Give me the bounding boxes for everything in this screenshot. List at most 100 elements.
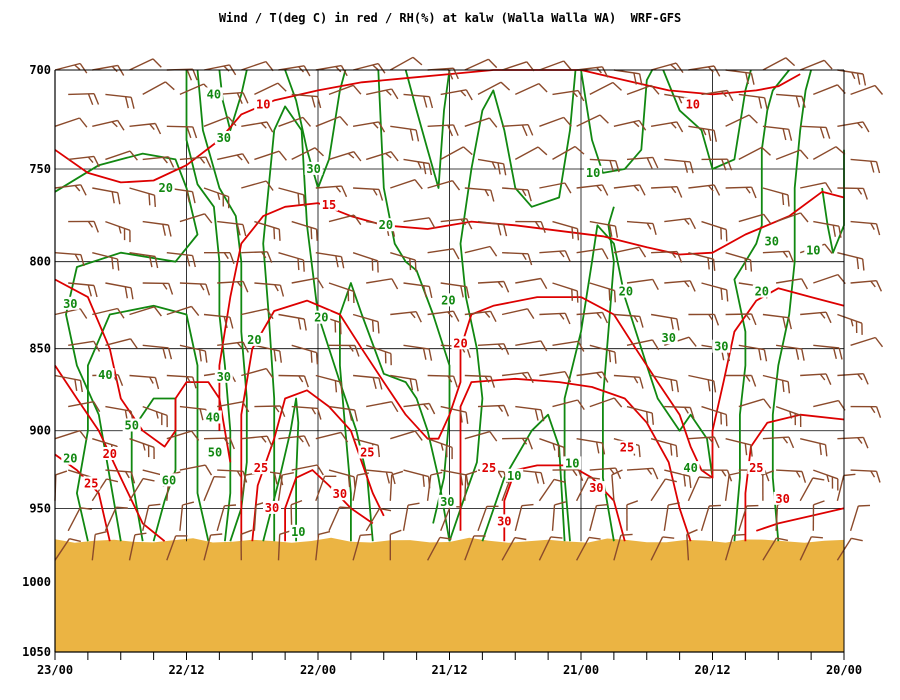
wind-barb xyxy=(328,469,356,489)
wind-barb-feather xyxy=(856,122,863,129)
wind-barb-feather xyxy=(503,224,508,237)
label-text: 25 xyxy=(482,461,496,475)
wind-barb-shaft xyxy=(837,373,864,377)
wind-barb-shaft xyxy=(725,69,752,74)
wind-barb xyxy=(142,220,172,237)
wind-barb-shaft xyxy=(278,374,305,377)
wind-barb xyxy=(464,470,478,501)
wind-barb-feather xyxy=(192,376,197,389)
wind-barb-feather xyxy=(422,348,427,360)
wind-barb xyxy=(366,88,399,100)
wind-barb-shaft xyxy=(776,93,803,98)
wind-barb-shaft xyxy=(365,508,381,532)
wind-barb-feather xyxy=(613,290,616,303)
wind-barb-feather xyxy=(236,342,243,349)
wind-barb xyxy=(576,184,609,196)
wind-barb xyxy=(328,84,362,96)
wind-barb xyxy=(166,305,200,317)
wind-barb-shaft xyxy=(836,475,845,501)
wind-barb-feather xyxy=(577,469,584,481)
wind-barb-shaft xyxy=(701,220,727,231)
wind-barb-shaft xyxy=(92,307,118,316)
wind-barb xyxy=(686,529,698,561)
wind-barb-feather xyxy=(106,478,119,483)
wind-barb-feather xyxy=(843,473,856,477)
wind-barb xyxy=(850,336,884,348)
wind-barb-feather xyxy=(527,438,533,450)
rh-label: 40 xyxy=(204,87,223,101)
wind-barb-feather xyxy=(87,284,92,297)
wind-barb-feather xyxy=(409,311,416,319)
wind-barb-shaft xyxy=(68,401,94,408)
wind-barb xyxy=(813,344,843,360)
rh-label: 60 xyxy=(160,473,178,487)
wind-barb xyxy=(390,374,419,392)
wind-barb xyxy=(464,117,498,128)
label-text: 20 xyxy=(103,447,117,461)
wind-barb-feather xyxy=(811,536,823,539)
y-tick-label: 950 xyxy=(29,501,51,515)
wind-barb-shaft xyxy=(837,69,864,75)
wind-barb-shaft xyxy=(366,469,393,474)
label-background xyxy=(82,476,101,490)
wind-barb-feather xyxy=(707,185,714,192)
label-text: 25 xyxy=(749,461,763,475)
wind-barb-feather xyxy=(303,65,311,77)
wind-barb-feather xyxy=(626,500,639,506)
wind-barb-feather xyxy=(712,259,716,271)
wind-barb-shaft xyxy=(464,310,491,316)
wind-barb-feather xyxy=(335,186,342,193)
wind-barb xyxy=(203,313,234,329)
wind-barb-shaft xyxy=(389,474,393,501)
wind-barb xyxy=(403,282,433,299)
wind-barb xyxy=(688,125,717,142)
wind-barb-shaft xyxy=(626,339,653,346)
wind-barb-shaft xyxy=(352,62,379,71)
wind-barb xyxy=(217,341,249,353)
wind-barb-feather xyxy=(460,285,464,298)
wind-barb-shaft xyxy=(813,469,839,480)
wind-barb-feather xyxy=(835,146,846,155)
wind-barb-feather xyxy=(745,186,751,194)
wind-barb-feather xyxy=(595,441,600,454)
wind-barb xyxy=(664,280,696,292)
wind-barb xyxy=(552,220,580,241)
wind-barb-feather xyxy=(490,190,495,202)
wind-barb-feather xyxy=(372,64,379,71)
wind-barb-feather xyxy=(311,407,317,415)
wind-barb-feather xyxy=(750,444,753,457)
wind-barb-feather xyxy=(726,289,729,302)
wind-barb-feather xyxy=(857,188,863,195)
wind-barb-feather xyxy=(502,163,507,176)
wind-barb xyxy=(68,220,99,233)
wind-barb-shaft xyxy=(664,469,690,477)
wind-barb-shaft xyxy=(589,81,614,96)
wind-barb-feather xyxy=(236,154,243,161)
wind-barb-shaft xyxy=(502,252,529,255)
wind-barb-shaft xyxy=(315,476,326,502)
wind-barb-shaft xyxy=(179,504,184,531)
wind-barb xyxy=(179,344,208,363)
ground-fill xyxy=(55,537,844,652)
wind-barb-feather xyxy=(129,150,138,161)
wind-barb xyxy=(315,431,349,443)
wind-barb-shaft xyxy=(68,155,95,161)
rh-contour-15 xyxy=(563,224,714,542)
rh-label: 20 xyxy=(439,293,458,307)
wind-barb-feather xyxy=(335,66,342,73)
wind-barb xyxy=(105,469,136,484)
wind-barb xyxy=(203,187,230,209)
wind-barb-shaft xyxy=(440,506,451,532)
wind-barb xyxy=(91,478,119,502)
label-background xyxy=(122,418,141,432)
wind-barb xyxy=(68,93,100,105)
x-tick-label: 21/12 xyxy=(431,663,467,677)
wind-barb-feather xyxy=(497,405,504,413)
rh-contour-10 xyxy=(377,69,451,524)
wind-barb-feather xyxy=(186,190,190,203)
wind-barb xyxy=(576,371,609,383)
wind-barb xyxy=(54,470,68,501)
wind-barb xyxy=(68,282,98,298)
label-text: 15 xyxy=(322,198,336,212)
label-text: 10 xyxy=(686,97,700,111)
